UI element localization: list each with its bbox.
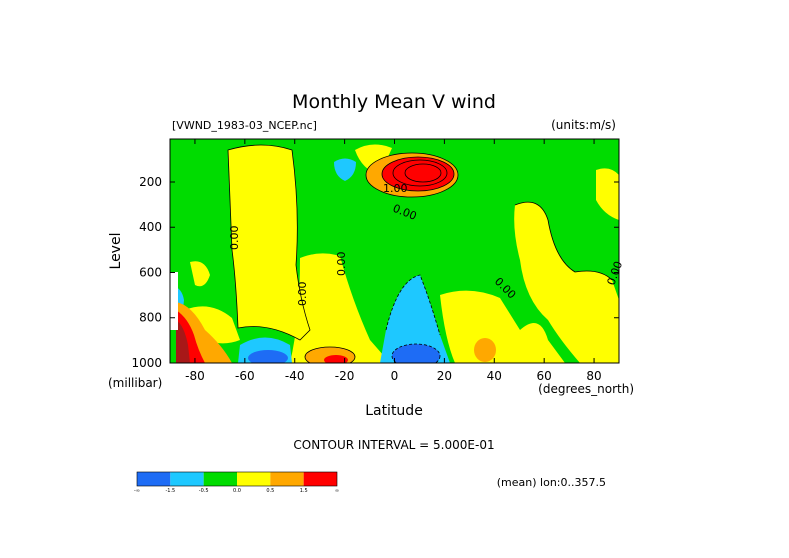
x-tick-label: -40 — [285, 369, 305, 383]
file-label: [VWND_1983-03_NCEP.nc] — [172, 119, 317, 132]
units-label: (units:m/s) — [551, 118, 616, 132]
colorbar-swatch — [203, 472, 237, 486]
contour-label-1: 1.00 — [383, 182, 408, 195]
region-yellow-west — [228, 145, 310, 340]
y-axis-label: Level — [108, 233, 124, 270]
core-blue-sh — [248, 350, 288, 363]
x-tick-label: -80 — [185, 369, 205, 383]
core-red-upper — [382, 157, 454, 191]
core-orange-40n — [474, 338, 496, 362]
colorbar-label: -1.5 — [165, 488, 175, 494]
y-tick-label: 200 — [139, 175, 162, 189]
x-tick-label: 60 — [537, 369, 552, 383]
contour-label-0b: 0.00 — [228, 226, 241, 251]
colorbar-frame — [136, 471, 338, 487]
y-tick-label: 600 — [139, 265, 162, 279]
y-tick-label: 800 — [139, 311, 162, 325]
chart-title: Monthly Mean V wind — [292, 91, 496, 113]
x-axis-label: Latitude — [365, 403, 423, 419]
contour-label-0d: 0.00 — [296, 282, 309, 307]
colorbar-label: 1.5 — [300, 488, 308, 494]
region-yellow-sh — [290, 253, 390, 363]
x-axis-ticks: -80 -60 -40 -20 0 20 40 60 80 — [185, 139, 602, 383]
colorbar-swatch — [270, 472, 304, 486]
x-tick-label: -60 — [235, 369, 255, 383]
colorbar: -∞ -1.5 -0.5 0.0 0.5 1.5 ∞ — [134, 471, 339, 494]
core-red-sh — [324, 355, 348, 363]
x-tick-label: 0 — [391, 369, 399, 383]
core-darkred-polar — [176, 320, 190, 363]
region-cyan-equator — [380, 275, 450, 363]
footer-note: (mean) lon:0..357.5 — [497, 476, 606, 489]
plot-area — [170, 139, 619, 363]
region-yellow-arctic — [596, 168, 619, 220]
contour-interval-note: CONTOUR INTERVAL = 5.000E-01 — [293, 438, 494, 452]
contour-label-0c: 0.00 — [335, 252, 348, 277]
y-tick-label: 400 — [139, 220, 162, 234]
x-tick-label: 20 — [437, 369, 452, 383]
colorbar-label: 0.5 — [266, 488, 274, 494]
contour-lines — [227, 144, 613, 363]
region-yellow-tropics — [440, 290, 565, 363]
x-tick-label: 40 — [487, 369, 502, 383]
y-tick-label: 1000 — [131, 356, 162, 370]
colorbar-label: 0.0 — [233, 488, 241, 494]
y-axis-ticks: 200 400 600 800 1000 — [131, 175, 619, 370]
colorbar-label: -0.5 — [199, 488, 209, 494]
y-axis-unit: (millibar) — [108, 376, 162, 390]
colorbar-label: ∞ — [335, 488, 339, 494]
x-axis-unit: (degrees_north) — [538, 382, 634, 396]
colorbar-swatch — [170, 472, 204, 486]
colorbar-swatch — [237, 472, 271, 486]
region-yellow-nh — [514, 202, 619, 363]
x-tick-label: -20 — [335, 369, 355, 383]
colorbar-swatch — [303, 472, 337, 486]
x-tick-label: 80 — [586, 369, 601, 383]
missing-region — [170, 272, 178, 330]
region-cyan-upper — [334, 158, 356, 181]
colorbar-label: -∞ — [134, 488, 140, 494]
colorbar-swatch — [137, 472, 171, 486]
core-blue-equator — [392, 344, 440, 363]
